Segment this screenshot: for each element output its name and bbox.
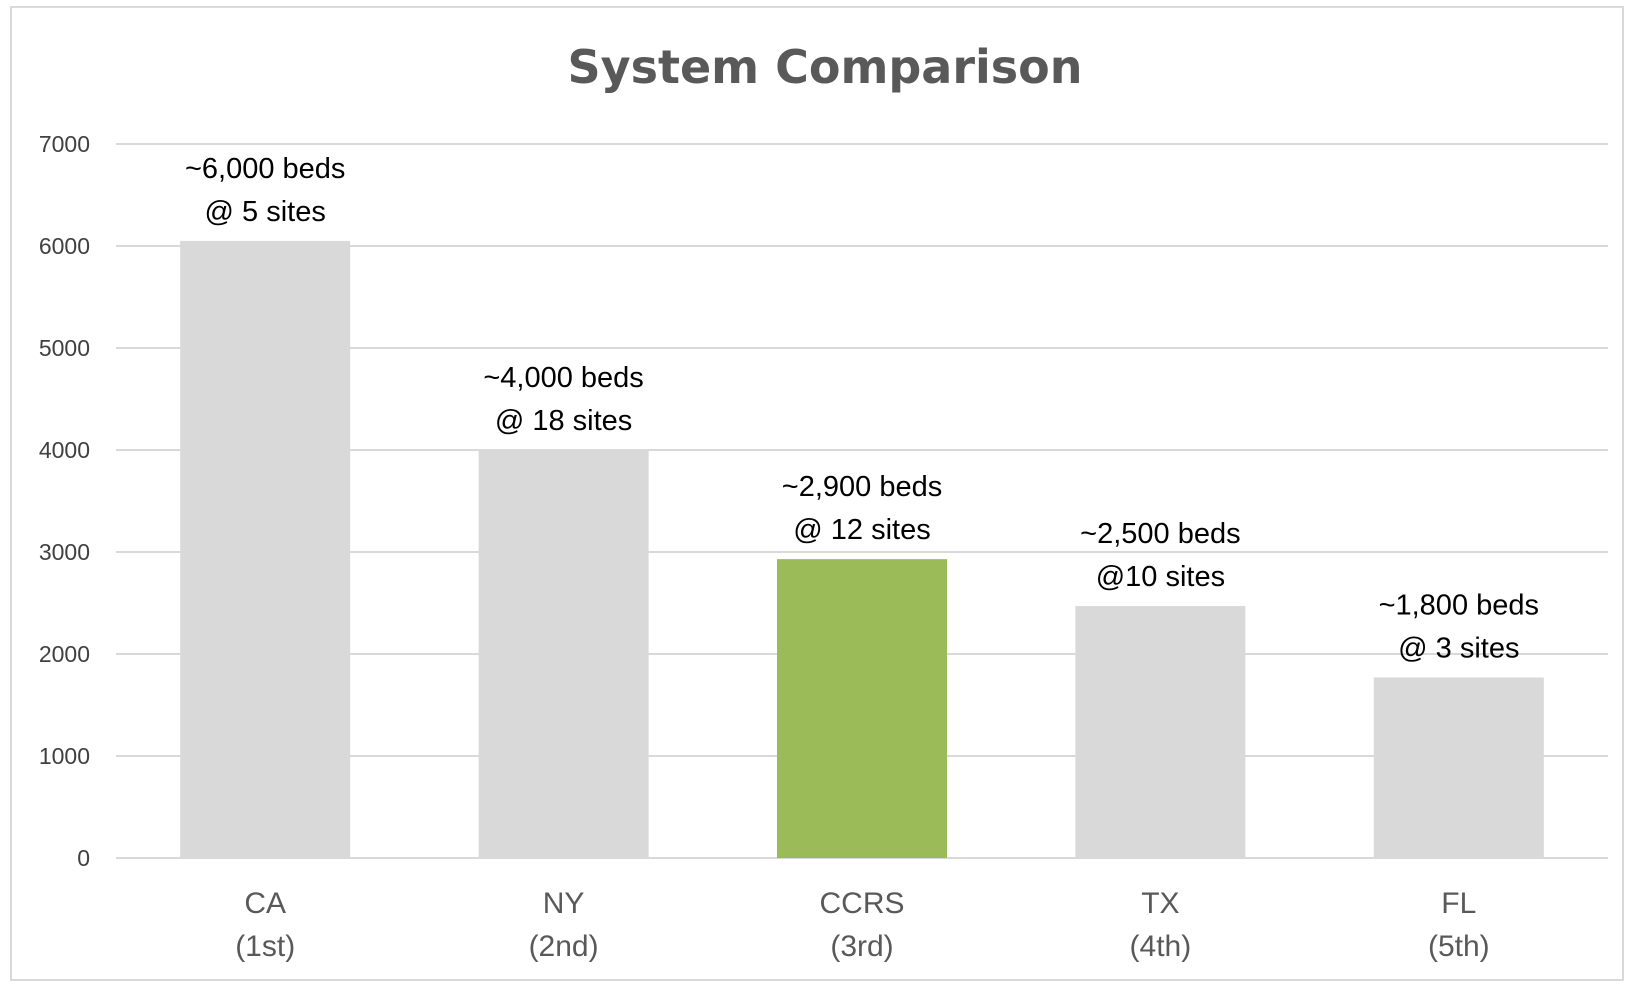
x-tick-rank: (5th)	[1428, 930, 1490, 963]
bars-layer	[180, 240, 1544, 858]
data-label-beds: ~2,500 beds	[1080, 518, 1240, 550]
bar-ca	[180, 240, 351, 858]
bar-tx	[1075, 606, 1246, 858]
x-tick-rank: (1st)	[235, 930, 295, 963]
x-tick-label: NY	[543, 887, 585, 920]
y-tick-label: 6000	[39, 233, 90, 259]
data-label-sites: @ 12 sites	[793, 514, 930, 546]
x-tick-label: CA	[244, 887, 286, 920]
x-tick-label: CCRS	[819, 887, 904, 920]
y-tick-label: 2000	[39, 641, 90, 667]
y-tick-label: 0	[77, 845, 90, 871]
data-label-beds: ~1,800 beds	[1379, 589, 1539, 621]
y-tick-label: 5000	[39, 335, 90, 361]
data-label-sites: @ 5 sites	[205, 196, 326, 228]
data-label-beds: ~4,000 beds	[483, 362, 643, 394]
x-tick-label: FL	[1441, 887, 1476, 920]
y-axis: 0 1000 2000 3000 4000 5000 6000 7000	[39, 131, 90, 871]
x-tick-label: TX	[1141, 887, 1179, 920]
data-label-sites: @10 sites	[1096, 561, 1225, 593]
grid-layer	[116, 143, 1608, 859]
data-label-sites: @ 3 sites	[1398, 632, 1519, 664]
data-labels-layer: ~6,000 beds @ 5 sites ~4,000 beds @ 18 site…	[185, 153, 1539, 665]
x-tick-rank: (4th)	[1130, 930, 1192, 963]
bar-ccrs	[777, 559, 947, 858]
y-tick-label: 3000	[39, 539, 90, 565]
y-tick-label: 7000	[39, 131, 90, 157]
data-label-beds: ~2,900 beds	[782, 471, 942, 503]
data-label-sites: @ 18 sites	[495, 405, 632, 437]
bar-fl	[1373, 677, 1544, 858]
x-tick-rank: (2nd)	[529, 930, 599, 963]
x-tick-rank: (3rd)	[830, 930, 893, 963]
bar-ny	[478, 450, 649, 858]
y-tick-label: 4000	[39, 437, 90, 463]
x-axis: CA (1st) NY (2nd) CCRS (3rd) TX (4th) FL (5th)	[235, 887, 1489, 963]
chart-title: System Comparison	[567, 40, 1082, 94]
y-tick-label: 1000	[39, 743, 90, 769]
data-label-beds: ~6,000 beds	[185, 153, 345, 185]
